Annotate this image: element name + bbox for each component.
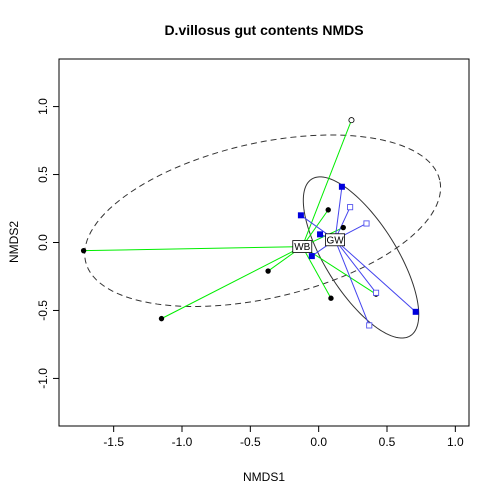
point-wb-4 (265, 268, 271, 274)
y-tick-label-1: -0.5 (36, 300, 50, 321)
x-tick-label-5: 1.0 (447, 435, 464, 449)
ellipse-gw (302, 176, 420, 339)
point-wb-2 (340, 224, 346, 231)
y-tick-label-2: 0.0 (36, 234, 50, 251)
spider-line-gw-8 (334, 239, 370, 326)
x-tick-label-0: -1.5 (103, 435, 124, 449)
point-wb-7 (158, 315, 165, 322)
ellipse-wb (84, 134, 442, 307)
chart-title: D.villosus gut contents NMDS (164, 22, 363, 38)
point-gw-8 (366, 322, 373, 329)
spider-line-gw-6 (334, 239, 377, 294)
centroid-box-wb (292, 240, 313, 253)
point-gw-6 (373, 289, 380, 296)
spider-line-wb-6 (301, 246, 332, 299)
centroid-label-gw: GW (326, 235, 344, 246)
centroid-box-gw (325, 233, 345, 247)
point-gw-5 (308, 253, 315, 260)
y-tick-label-4: 1.0 (36, 98, 50, 115)
plot-frame (58, 58, 470, 427)
spider-line-wb-3 (83, 246, 303, 252)
spider-line-wb-0 (301, 119, 352, 247)
point-gw-7 (412, 308, 419, 315)
point-gw-2 (297, 212, 304, 219)
point-wb-3 (80, 247, 87, 254)
x-tick-label-2: -0.5 (240, 435, 261, 449)
point-gw-0 (338, 183, 345, 190)
x-tick-label-4: 0.5 (379, 435, 396, 449)
point-gw-1 (347, 204, 354, 211)
spider-line-gw-0 (334, 186, 343, 240)
point-gw-3 (363, 220, 370, 227)
centroid-label-wb: WB (294, 242, 310, 253)
spider-line-gw-7 (334, 239, 417, 313)
point-wb-6 (328, 295, 334, 301)
y-tick-label-3: 0.5 (36, 166, 50, 183)
point-wb-0 (348, 117, 355, 124)
x-tick-label-1: -1.0 (172, 435, 193, 449)
spider-line-wb-7 (161, 246, 303, 320)
point-gw-4 (317, 231, 324, 238)
y-axis-label: NMDS2 (7, 221, 21, 263)
plot-area: WB GW (80, 117, 442, 339)
x-tick-label-3: 0.0 (310, 435, 327, 449)
point-wb-1 (325, 207, 331, 213)
y-tick-label-0: -1.0 (36, 368, 50, 389)
x-axis-label: NMDS1 (243, 470, 285, 484)
